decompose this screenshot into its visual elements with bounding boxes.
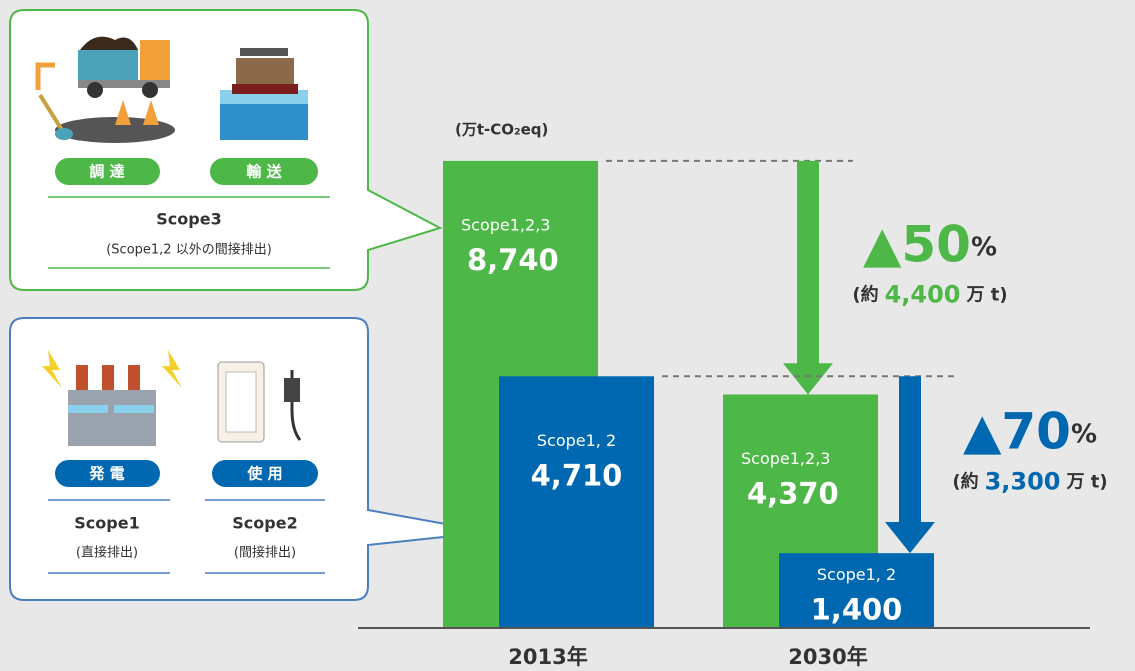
note-open: (約 [952, 471, 978, 493]
note-amount: 4,400 [885, 281, 961, 309]
value-label: 8,740 [467, 243, 559, 277]
tag-label: 発 電 [88, 465, 124, 483]
reduction-percent: ▲50 [863, 215, 971, 273]
tag-label: 輸 送 [246, 163, 282, 181]
note-close: 万 t) [966, 285, 1008, 306]
reduction-unit: % [971, 232, 997, 262]
callout-subtitle: (間接排出) [234, 545, 296, 561]
reduction-unit: % [1071, 419, 1097, 449]
tag-label: 調 達 [89, 163, 124, 181]
callout-subtitle: (直接排出) [76, 545, 138, 561]
callout-title: Scope1 [74, 514, 139, 533]
value-label: 4,710 [531, 458, 623, 492]
unit-label: (万t-CO₂eq) [455, 121, 548, 139]
value-label: 1,400 [811, 593, 903, 627]
callout-title: Scope2 [232, 514, 297, 533]
x-tick-label: 2013年 [508, 645, 587, 669]
series-label: Scope1,2,3 [461, 215, 550, 234]
x-tick-label: 2030年 [788, 645, 867, 669]
bar [499, 376, 654, 628]
callout-subtitle: (Scope1,2 以外の間接排出) [106, 242, 272, 258]
tag-label: 使 用 [246, 465, 282, 483]
note-open: (約 [852, 284, 878, 306]
series-label: Scope1, 2 [537, 431, 616, 450]
series-label: Scope1,2,3 [741, 449, 830, 468]
value-label: 4,370 [747, 476, 839, 510]
callout-title: Scope3 [156, 210, 221, 229]
note-amount: 3,300 [985, 468, 1061, 496]
series-label: Scope1, 2 [817, 565, 896, 584]
chart: 調 達 輸 送 Scope3 (Scope1,2 以外の間接排出) 発 電 使 … [0, 0, 1135, 671]
reduction-percent: ▲70 [963, 402, 1071, 460]
note-close: 万 t) [1066, 472, 1108, 493]
